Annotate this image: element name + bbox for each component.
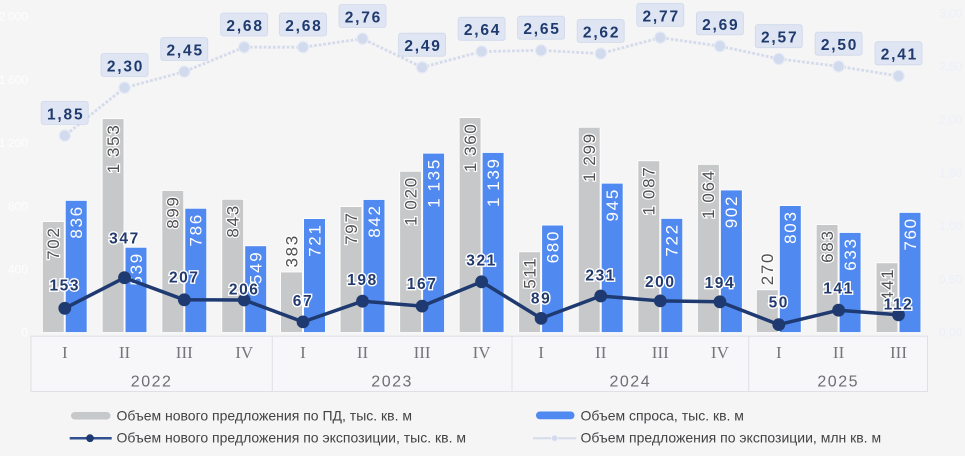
svg-text:194: 194: [705, 275, 736, 292]
svg-text:3,00: 3,00: [939, 6, 963, 20]
svg-text:141: 141: [823, 281, 854, 298]
svg-text:112: 112: [884, 297, 914, 314]
svg-text:321: 321: [466, 253, 497, 270]
svg-text:2,45: 2,45: [167, 42, 204, 59]
svg-text:1,85: 1,85: [47, 106, 84, 123]
svg-text:198: 198: [347, 272, 378, 289]
svg-text:549: 549: [246, 251, 265, 284]
svg-text:0: 0: [21, 326, 28, 340]
svg-text:II: II: [119, 343, 131, 362]
svg-text:III: III: [890, 343, 907, 362]
svg-text:0,50: 0,50: [939, 273, 963, 287]
svg-text:I: I: [538, 343, 544, 362]
svg-text:2,69: 2,69: [702, 17, 739, 34]
svg-text:2,49: 2,49: [404, 38, 441, 55]
svg-text:50: 50: [769, 295, 789, 312]
svg-text:683: 683: [818, 229, 837, 262]
svg-text:702: 702: [44, 226, 63, 259]
svg-text:2 000: 2 000: [0, 10, 28, 24]
svg-text:II: II: [595, 343, 607, 362]
svg-text:2024: 2024: [610, 374, 652, 391]
svg-text:II: II: [357, 343, 369, 362]
svg-text:2,00: 2,00: [939, 113, 963, 127]
svg-text:2,68: 2,68: [226, 18, 263, 35]
svg-text:836: 836: [67, 205, 86, 238]
svg-text:I: I: [776, 343, 782, 362]
svg-text:200: 200: [645, 274, 676, 291]
svg-text:633: 633: [841, 237, 860, 270]
svg-text:2,76: 2,76: [345, 9, 382, 26]
svg-text:400: 400: [8, 263, 28, 277]
svg-text:2,30: 2,30: [107, 58, 144, 75]
svg-text:899: 899: [164, 195, 183, 228]
svg-text:153: 153: [49, 277, 80, 294]
svg-text:167: 167: [407, 276, 438, 293]
svg-text:67: 67: [293, 293, 313, 310]
svg-text:2022: 2022: [131, 374, 173, 391]
svg-text:2025: 2025: [817, 374, 859, 391]
svg-text:1,50: 1,50: [939, 166, 963, 180]
svg-text:441: 441: [878, 268, 897, 301]
svg-text:IV: IV: [235, 343, 254, 362]
svg-text:207: 207: [169, 270, 200, 287]
svg-text:IV: IV: [711, 343, 730, 362]
svg-text:800: 800: [8, 199, 28, 213]
svg-text:347: 347: [109, 230, 140, 247]
svg-text:Объем предложения по экспозици: Объем предложения по экспозиции, млн кв.…: [581, 430, 882, 446]
svg-text:2,77: 2,77: [643, 8, 680, 25]
svg-text:2,57: 2,57: [761, 30, 798, 47]
svg-text:1 064: 1 064: [699, 169, 718, 219]
svg-text:722: 722: [663, 223, 682, 256]
svg-text:I: I: [62, 343, 68, 362]
svg-text:680: 680: [543, 230, 562, 263]
svg-text:231: 231: [585, 268, 616, 285]
svg-text:539: 539: [127, 252, 146, 285]
svg-text:902: 902: [722, 195, 741, 228]
svg-text:511: 511: [520, 257, 539, 289]
svg-text:1 200: 1 200: [0, 136, 28, 150]
svg-text:III: III: [652, 343, 669, 362]
svg-text:2,64: 2,64: [464, 22, 501, 39]
svg-text:2,68: 2,68: [285, 18, 322, 35]
svg-text:1 020: 1 020: [401, 176, 420, 226]
svg-text:1,00: 1,00: [939, 219, 963, 233]
svg-text:III: III: [176, 343, 193, 362]
svg-text:760: 760: [901, 217, 920, 250]
svg-text:Объем спроса, тыс. кв. м: Объем спроса, тыс. кв. м: [581, 408, 744, 424]
svg-text:1 135: 1 135: [424, 158, 443, 208]
svg-text:1 299: 1 299: [580, 132, 599, 182]
svg-text:I: I: [300, 343, 306, 362]
svg-text:II: II: [833, 343, 845, 362]
svg-text:2,50: 2,50: [939, 60, 963, 74]
svg-text:0,00: 0,00: [939, 326, 963, 340]
svg-text:2023: 2023: [371, 374, 413, 391]
svg-text:945: 945: [603, 188, 622, 221]
svg-text:1 087: 1 087: [640, 166, 659, 216]
svg-text:797: 797: [342, 211, 361, 244]
svg-text:2,50: 2,50: [821, 37, 858, 54]
svg-text:89: 89: [531, 291, 551, 308]
svg-text:2,41: 2,41: [881, 47, 918, 64]
svg-text:843: 843: [224, 204, 243, 237]
svg-text:842: 842: [365, 204, 384, 237]
svg-text:III: III: [414, 343, 431, 362]
svg-text:721: 721: [305, 223, 324, 256]
svg-text:1 360: 1 360: [461, 122, 480, 172]
svg-text:Объем нового предложения по ПД: Объем нового предложения по ПД, тыс. кв.…: [117, 408, 413, 424]
svg-text:1 600: 1 600: [0, 73, 28, 87]
svg-text:2,65: 2,65: [523, 21, 560, 38]
svg-text:206: 206: [229, 281, 260, 298]
svg-text:383: 383: [282, 234, 301, 267]
svg-text:1 139: 1 139: [484, 157, 503, 207]
svg-text:270: 270: [758, 252, 777, 285]
svg-text:786: 786: [187, 213, 206, 246]
svg-text:1 353: 1 353: [104, 124, 123, 174]
svg-text:803: 803: [781, 210, 800, 243]
svg-text:Объем нового предложения по эк: Объем нового предложения по экспозиции, …: [117, 430, 467, 446]
svg-text:2,62: 2,62: [583, 24, 620, 41]
svg-text:IV: IV: [473, 343, 492, 362]
